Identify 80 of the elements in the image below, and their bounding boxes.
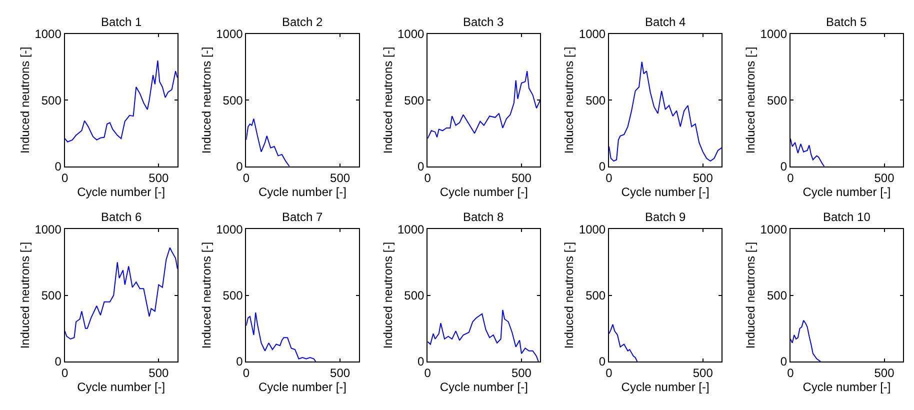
y-tick-label: 0 [54, 354, 62, 369]
y-axis-title: Induced neutrons [-] [744, 46, 758, 154]
x-tick-label: 500 [692, 170, 714, 185]
y-tick-label: 0 [418, 160, 425, 174]
y-tick-label: 0 [598, 354, 606, 369]
x-axis-title: Cycle number [-] [258, 380, 347, 394]
y-tick-label: 1000 [578, 222, 606, 236]
x-axis-title: Cycle number [-] [440, 380, 528, 394]
y-tick-label: 1000 [578, 27, 606, 42]
y-tick-label: 1000 [760, 222, 788, 236]
y-tick-label: 500 [766, 93, 788, 108]
x-tick-label: 500 [874, 366, 895, 380]
x-axis-title: Cycle number [-] [258, 184, 347, 199]
y-tick-label: 500 [41, 288, 62, 303]
x-tick-label: 500 [148, 170, 169, 185]
y-tick-label: 500 [41, 93, 62, 108]
x-tick-label: 500 [692, 366, 714, 380]
chart-title: Batch 10 [823, 210, 871, 224]
line-series [64, 60, 178, 142]
y-tick-label: 500 [222, 288, 244, 303]
y-axis-title: Induced neutrons [-] [18, 46, 32, 154]
y-tick-label: 0 [780, 354, 788, 369]
y-axis-title: Induced neutrons [-] [18, 242, 32, 349]
x-tick-label: 500 [330, 170, 350, 185]
x-axis-title: Cycle number [-] [77, 380, 166, 394]
y-tick-label: 500 [586, 93, 606, 108]
y-tick-label: 0 [598, 160, 606, 174]
y-axis-title: Induced neutrons [-] [562, 46, 576, 154]
x-axis-title: Cycle number [-] [77, 184, 166, 199]
chart-title: Batch 6 [101, 210, 142, 224]
x-tick-label: 500 [511, 170, 532, 185]
y-axis-title: Induced neutrons [-] [199, 242, 214, 349]
y-tick-label: 1000 [760, 27, 788, 42]
x-tick-label: 500 [874, 170, 895, 185]
y-axis-title: Induced neutrons [-] [562, 242, 576, 349]
x-tick-label: 500 [511, 366, 532, 380]
chart-title: Batch 3 [463, 15, 504, 29]
y-axis-title: Induced neutrons [-] [199, 46, 214, 154]
x-axis-title: Cycle number [-] [621, 380, 710, 394]
y-tick-label: 500 [222, 93, 244, 108]
line-series [246, 118, 290, 166]
chart-title: Batch 4 [645, 15, 686, 29]
y-axis-title: Induced neutrons [-] [744, 242, 758, 349]
chart-title: Batch 7 [282, 210, 324, 224]
y-tick-label: 0 [54, 160, 62, 174]
y-tick-label: 500 [404, 93, 425, 108]
y-axis-title: Induced neutrons [-] [380, 242, 395, 349]
y-tick-label: 1000 [34, 222, 62, 236]
chart-title: Batch 5 [826, 15, 868, 29]
x-tick-label: 500 [148, 366, 169, 380]
y-tick-label: 1000 [34, 27, 62, 42]
line-series [428, 309, 539, 362]
x-axis-title: Cycle number [-] [802, 380, 891, 394]
y-tick-label: 500 [404, 288, 425, 303]
y-tick-label: 0 [236, 160, 244, 174]
chart-title: Batch 1 [101, 15, 142, 29]
y-tick-label: 1000 [398, 222, 425, 236]
line-series [609, 324, 638, 362]
y-tick-label: 1000 [216, 27, 244, 42]
line-series [790, 138, 825, 166]
line-series [609, 61, 722, 162]
x-tick-label: 500 [330, 366, 350, 380]
x-axis-title: Cycle number [-] [802, 184, 891, 199]
line-series [64, 247, 178, 340]
x-axis-title: Cycle number [-] [440, 184, 528, 199]
y-tick-label: 1000 [398, 27, 425, 42]
y-tick-label: 500 [586, 288, 606, 303]
y-tick-label: 0 [236, 354, 244, 369]
y-axis-title: Induced neutrons [-] [380, 46, 395, 154]
y-tick-label: 0 [780, 160, 788, 174]
y-tick-label: 500 [766, 288, 788, 303]
x-axis-title: Cycle number [-] [621, 184, 710, 199]
line-series [246, 312, 316, 362]
y-tick-label: 1000 [216, 222, 244, 236]
chart-title: Batch 8 [463, 210, 504, 224]
chart-title: Batch 2 [282, 15, 324, 29]
line-series [428, 70, 540, 140]
line-series [790, 320, 821, 362]
y-tick-label: 0 [418, 354, 425, 369]
chart-title: Batch 9 [645, 210, 686, 224]
